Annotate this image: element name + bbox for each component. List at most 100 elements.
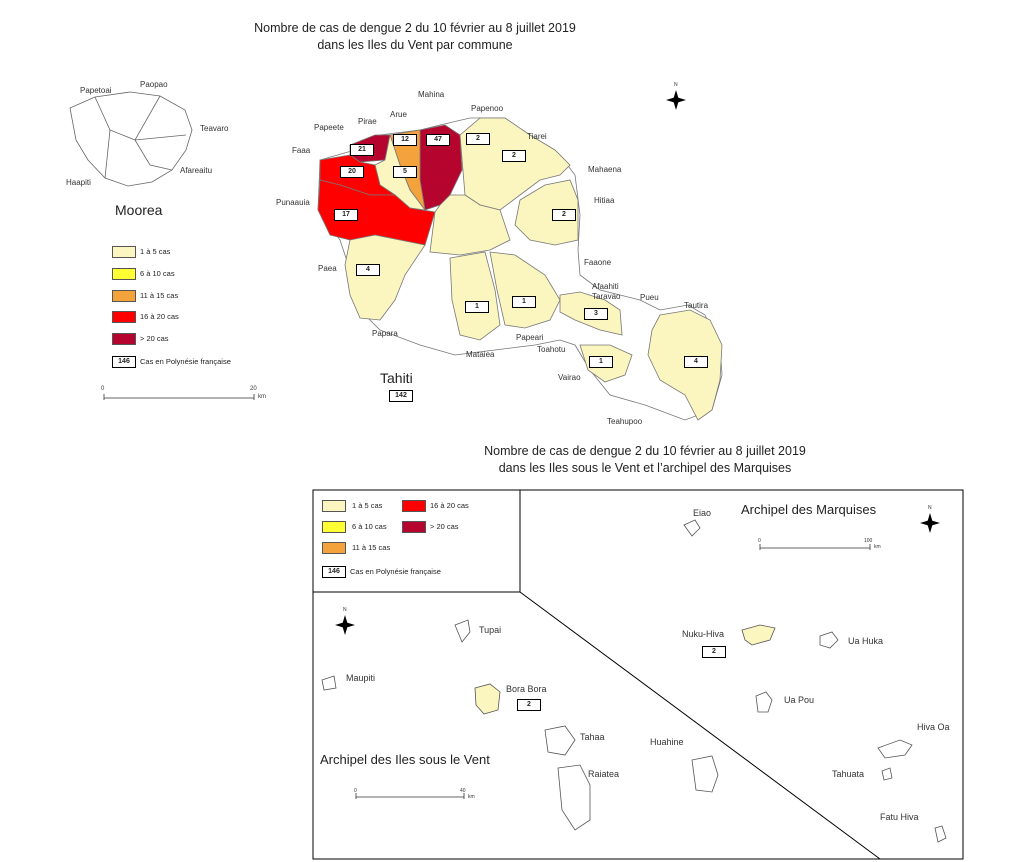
value-papenoo: 2 (466, 133, 490, 145)
value-papeete: 21 (350, 144, 374, 156)
scale-top-max: 20 (250, 386, 257, 392)
swatch-b-16-20 (402, 500, 426, 512)
swatch-6-10 (112, 268, 136, 280)
north-arrow-marquises (920, 513, 940, 533)
tahiti-total: 142 (389, 390, 413, 402)
scale-marq-zero: 0 (758, 538, 761, 544)
north-label-sous-le-vent: N (343, 607, 347, 613)
value-arue: 12 (393, 134, 417, 146)
legend-b-box-text: Cas en Polynésie française (350, 567, 441, 576)
label-hitiaa: Hitiaa (594, 196, 615, 205)
value-bora-bora: 2 (517, 699, 541, 711)
swatch-16-20 (112, 311, 136, 323)
north-arrow-sous-le-vent (335, 615, 355, 635)
label-huahine: Huahine (650, 737, 684, 747)
label-arue: Arue (390, 110, 407, 119)
label-teahupoo: Teahupoo (607, 417, 643, 426)
moorea-name: Moorea (115, 202, 163, 218)
label-papenoo: Papenoo (471, 104, 504, 113)
legend-b-16-20: 16 à 20 cas (430, 501, 469, 510)
legend-11-15: 11 à 15 cas (140, 291, 179, 300)
label-papara: Papara (372, 329, 398, 338)
legend-1-5: 1 à 5 cas (140, 247, 171, 256)
scale-bar-sous-le-vent (355, 793, 465, 799)
label-nuku-hiva: Nuku-Hiva (682, 629, 725, 639)
label-mahaena: Mahaena (588, 165, 622, 174)
label-raiatea: Raiatea (588, 769, 620, 779)
marquises-islands (683, 519, 947, 843)
north-arrow-top (666, 90, 686, 110)
label-tiarei: Tiarei (527, 132, 547, 141)
sous-le-vent-islands (321, 619, 719, 831)
north-label-top: N (674, 82, 678, 88)
label-tupai: Tupai (479, 625, 502, 635)
scale-slv-max: 40 (460, 788, 466, 794)
value-mahina: 47 (426, 134, 450, 146)
legend-b-20plus: > 20 cas (430, 522, 459, 531)
label-pueu: Pueu (640, 293, 659, 302)
label-papeari: Papeari (516, 333, 544, 342)
bottom-title-line2: dans les Iles sous le Vent et l’archipel… (498, 461, 792, 475)
tahiti-map (317, 117, 723, 421)
label-taravao: Taravao (592, 292, 621, 301)
legend-6-10: 6 à 10 cas (140, 269, 175, 278)
label-toahotu: Toahotu (537, 345, 566, 354)
swatch-20plus (112, 333, 136, 345)
scale-marq-unit: km (874, 544, 881, 550)
scale-bar-top (103, 394, 255, 400)
label-tahuata: Tahuata (832, 769, 865, 779)
swatch-b-6-10 (322, 521, 346, 533)
bottom-title-line1: Nombre de cas de dengue 2 du 10 février … (484, 444, 806, 458)
label-afareaitu: Afareaitu (180, 166, 213, 175)
legend-box-text: Cas en Polynésie française (140, 357, 231, 366)
value-paea: 4 (356, 264, 380, 276)
label-ua-huka: Ua Huka (848, 636, 884, 646)
scale-marq-max: 100 (864, 538, 873, 544)
legend-b-box-value: 146 (322, 566, 346, 578)
value-punaauia: 17 (334, 209, 358, 221)
swatch-b-11-15 (322, 542, 346, 554)
legend-b-1-5: 1 à 5 cas (352, 501, 383, 510)
label-fatu-hiva: Fatu Hiva (880, 812, 919, 822)
value-hitiaa: 2 (552, 209, 576, 221)
value-vairao: 1 (589, 356, 613, 368)
value-tautira: 4 (684, 356, 708, 368)
value-nuku-hiva: 2 (702, 646, 726, 658)
label-haapiti: Haapiti (66, 178, 91, 187)
label-ua-pou: Ua Pou (784, 695, 815, 705)
scale-top-unit: km (258, 394, 266, 400)
label-vairao: Vairao (558, 373, 581, 382)
sous-le-vent-title: Archipel des Iles sous le Vent (320, 752, 490, 767)
scale-slv-zero: 0 (354, 788, 357, 794)
label-paea: Paea (318, 264, 337, 273)
label-punaauia: Punaauia (276, 198, 310, 207)
label-papeete: Papeete (314, 123, 344, 132)
swatch-1-5 (112, 246, 136, 258)
value-mataiea: 1 (465, 301, 489, 313)
swatch-11-15 (112, 290, 136, 302)
label-bora-bora: Bora Bora (506, 684, 547, 694)
value-pirae: 5 (393, 166, 417, 178)
label-papetoai: Papetoai (80, 86, 112, 95)
moorea-map (69, 91, 193, 187)
legend-16-20: 16 à 20 cas (140, 312, 179, 321)
label-hiva-oa: Hiva Oa (917, 722, 950, 732)
swatch-b-1-5 (322, 500, 346, 512)
north-label-marquises: N (928, 505, 932, 511)
lower-frame (312, 489, 964, 860)
label-teavaro: Teavaro (200, 124, 229, 133)
value-taravao: 3 (584, 308, 608, 320)
label-faaa: Faaa (292, 146, 311, 155)
scale-bar-marquises (759, 544, 871, 550)
label-paopao: Paopao (140, 80, 168, 89)
label-mahina: Mahina (418, 90, 445, 99)
label-mataiea: Mataiea (466, 350, 495, 359)
label-tahaa: Tahaa (580, 732, 605, 742)
tahiti-name: Tahiti (380, 370, 413, 386)
top-title-line1: Nombre de cas de dengue 2 du 10 février … (254, 21, 576, 35)
top-title-line2: dans les Iles du Vent par commune (317, 38, 513, 52)
legend-20plus: > 20 cas (140, 334, 169, 343)
value-tiarei: 2 (502, 150, 526, 162)
legend-b-6-10: 6 à 10 cas (352, 522, 387, 531)
label-maupiti: Maupiti (346, 673, 376, 683)
